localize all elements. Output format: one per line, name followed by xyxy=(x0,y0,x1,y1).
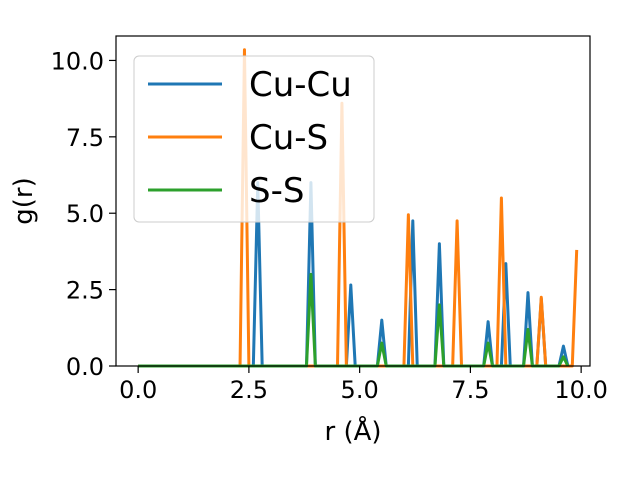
y-tick-label: 10.0 xyxy=(51,47,104,75)
y-tick-label: 5.0 xyxy=(66,200,104,228)
x-tick-label: 7.5 xyxy=(451,376,489,404)
y-axis-ticks: 0.0 2.5 5.0 7.5 10.0 xyxy=(51,47,116,381)
legend-label-s-s: S-S xyxy=(249,171,304,211)
legend-label-cu-cu: Cu-Cu xyxy=(249,65,352,105)
y-tick-label: 7.5 xyxy=(66,124,104,152)
y-tick-label: 0.0 xyxy=(66,353,104,381)
legend: Cu-Cu Cu-S S-S xyxy=(133,55,375,223)
x-axis-label: r (Å) xyxy=(324,415,381,447)
y-axis-label: g(r) xyxy=(9,177,39,224)
legend-box xyxy=(133,55,375,223)
x-tick-label: 2.5 xyxy=(230,376,268,404)
plot-frame xyxy=(115,35,591,367)
y-tick-label: 2.5 xyxy=(66,277,104,305)
legend-label-cu-s: Cu-S xyxy=(249,118,328,158)
x-tick-label: 0.0 xyxy=(119,376,157,404)
x-tick-label: 5.0 xyxy=(341,376,379,404)
x-tick-label: 10.0 xyxy=(554,376,607,404)
x-axis-ticks: 0.0 2.5 5.0 7.5 10.0 xyxy=(119,366,608,404)
